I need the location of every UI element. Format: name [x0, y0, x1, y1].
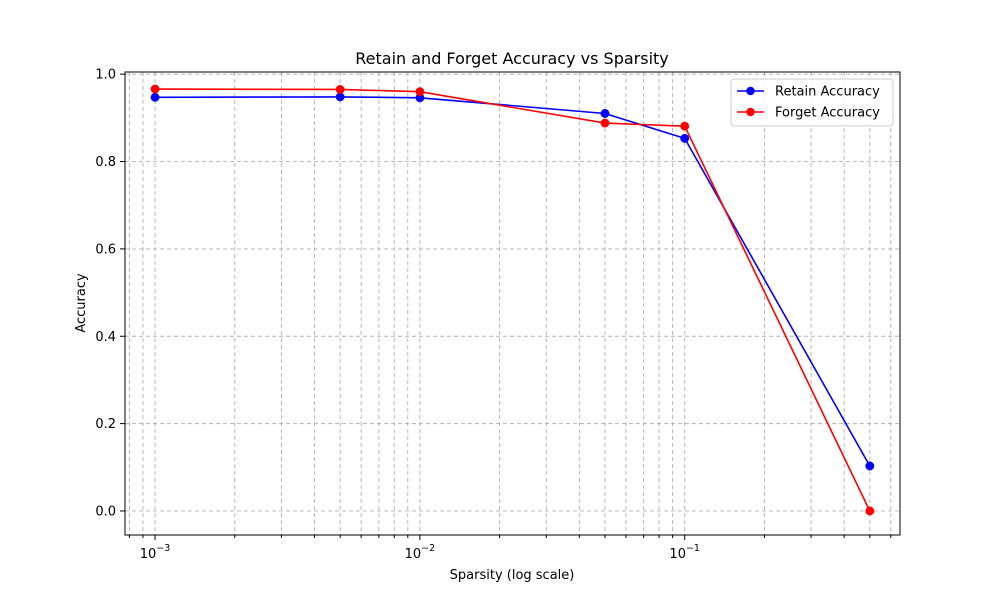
chart-title: Retain and Forget Accuracy vs Sparsity: [355, 49, 669, 68]
y-axis: 0.0 0.2 0.4 0.6 0.8 1.0: [95, 68, 125, 519]
retain-accuracy-point: [865, 461, 875, 471]
axes-background: [125, 72, 900, 535]
retain-accuracy-point: [680, 133, 690, 143]
retain-accuracy-point: [335, 92, 345, 102]
forget-accuracy-point: [600, 118, 610, 128]
legend-forget-accuracy-marker: [746, 107, 755, 117]
legend-retain-accuracy-label: Retain Accuracy: [775, 85, 880, 100]
grid: [125, 72, 900, 535]
y-tick-label: 0.8: [95, 155, 116, 170]
x-axis-label: Sparsity (log scale): [450, 568, 575, 583]
x-axis: 10−3 10−2 10−1: [128, 535, 892, 562]
legend: Retain Accuracy Forget Accuracy: [730, 78, 894, 127]
forget-accuracy-point: [335, 85, 345, 94]
x-tick-label: 10−1: [669, 543, 700, 562]
forget-accuracy-point: [865, 506, 875, 516]
legend-retain-accuracy-marker: [746, 86, 755, 96]
y-tick-label: 0.0: [95, 504, 116, 519]
x-tick-label: 10−3: [140, 543, 171, 562]
forget-accuracy-point: [680, 121, 690, 131]
forget-accuracy-point: [150, 84, 160, 94]
forget-accuracy-point: [415, 87, 425, 97]
y-tick-label: 0.6: [95, 242, 116, 257]
y-tick-label: 0.2: [95, 417, 116, 432]
legend-forget-accuracy-label: Forget Accuracy: [775, 106, 880, 121]
axes-frame: [124, 71, 901, 536]
plot-area: [124, 71, 901, 536]
y-tick-label: 0.4: [95, 330, 116, 345]
x-tick-label: 10−2: [405, 543, 436, 562]
legend-box: [730, 78, 894, 127]
retain-accuracy-line: [155, 96, 871, 467]
retain-accuracy-point: [600, 109, 610, 118]
forget-accuracy-line: [155, 88, 871, 512]
retain-accuracy-point: [150, 92, 160, 102]
series-layer: [150, 84, 875, 516]
y-tick-label: 1.0: [95, 68, 116, 83]
y-axis-label: Accuracy: [74, 273, 89, 333]
